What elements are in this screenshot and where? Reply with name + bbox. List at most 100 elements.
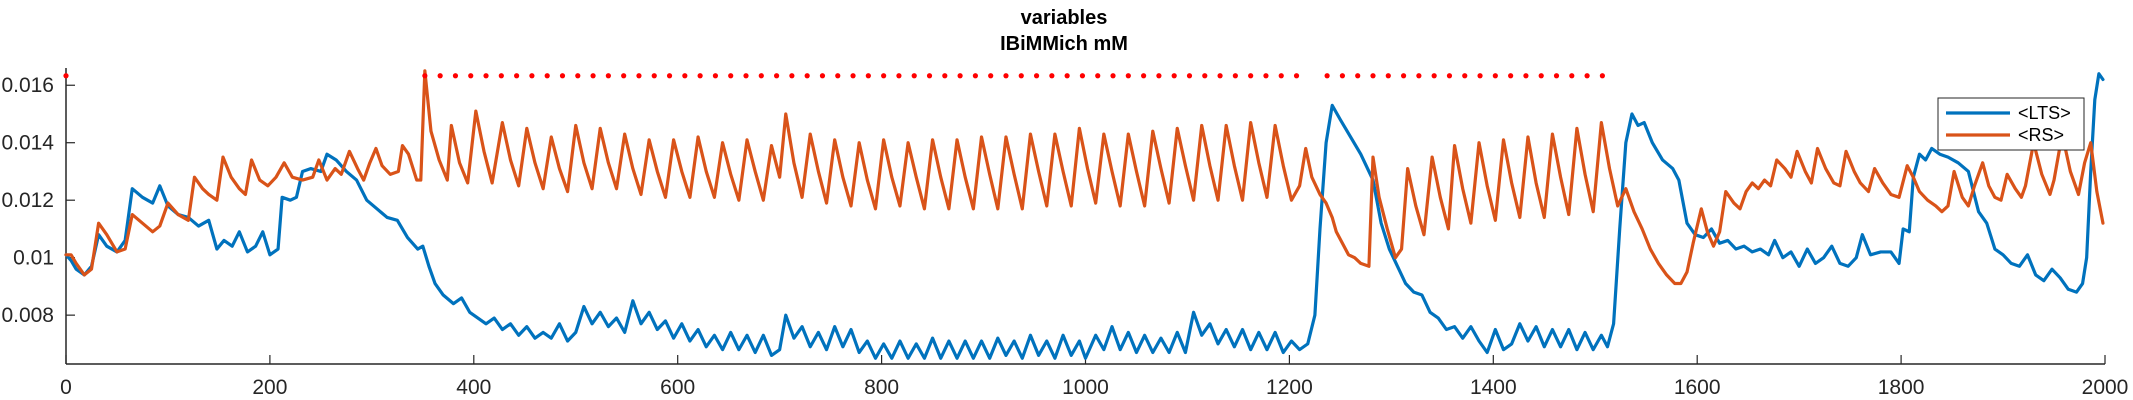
event-marker-dot	[1217, 73, 1223, 79]
event-marker-dot	[1462, 73, 1468, 79]
event-marker-dot	[1339, 73, 1346, 79]
event-marker-dot	[1186, 73, 1193, 79]
event-marker-dot	[498, 73, 504, 79]
event-marker-dot	[1095, 73, 1101, 79]
legend-box	[1937, 97, 2085, 151]
event-marker-dot	[666, 73, 673, 79]
event-marker-dot	[1538, 73, 1544, 79]
event-marker-dot	[1416, 73, 1422, 79]
event-marker-dot	[972, 73, 978, 79]
event-marker-dot	[1125, 73, 1131, 79]
event-marker-dot	[1049, 73, 1055, 79]
event-marker-dot	[835, 73, 841, 79]
event-marker-dot	[529, 73, 535, 79]
event-marker-dot	[1324, 73, 1330, 79]
event-marker-dot	[544, 73, 550, 79]
event-marker-dot	[865, 73, 871, 79]
event-marker-dot	[1248, 73, 1254, 79]
axes: 0 200 400 600 800 1000 1200 1400 1600 1800 2000 0.0…	[1, 68, 2128, 399]
event-marker-dot	[926, 73, 933, 79]
event-marker-dot	[1477, 73, 1483, 79]
event-marker-dot	[1584, 73, 1590, 79]
x-tick-label: 1600	[1674, 376, 1721, 399]
x-tick-label: 800	[864, 376, 899, 399]
event-marker-dot	[850, 73, 856, 79]
event-marker-dot	[452, 73, 459, 79]
event-marker-dot	[758, 73, 764, 79]
legend: <LTS><RS>	[1937, 97, 2085, 151]
event-marker-dot	[559, 73, 566, 79]
y-tick-label: 0.01	[13, 247, 54, 270]
series-line-rs	[64, 69, 2105, 286]
event-marker-dot	[682, 73, 688, 79]
x-tick-label: 1200	[1266, 376, 1313, 399]
y-tick-label: 0.014	[1, 132, 54, 155]
event-marker-dot	[483, 73, 489, 79]
x-tick-label: 1800	[1878, 376, 1925, 399]
event-marker-dot	[896, 73, 902, 79]
event-marker-dot	[1156, 73, 1162, 79]
event-marker-dot	[1355, 73, 1361, 79]
legend-label: <RS>	[2018, 125, 2064, 145]
event-marker-dot	[1492, 73, 1498, 79]
x-tick-label: 400	[456, 376, 491, 399]
x-tick-label: 1000	[1062, 376, 1109, 399]
x-tick-label: 600	[660, 376, 695, 399]
y-tick-label: 0.008	[1, 304, 54, 327]
event-marker-dot	[1202, 73, 1208, 79]
event-marker-dot	[1385, 73, 1391, 79]
event-marker-dot	[468, 73, 474, 79]
event-marker-dot	[575, 73, 581, 79]
event-marker-dot	[1446, 73, 1453, 79]
event-marker-dot	[773, 73, 780, 79]
event-marker-dot	[590, 73, 596, 79]
event-marker-dot	[1293, 73, 1300, 79]
event-marker-dot	[422, 73, 428, 79]
x-tick-label: 2000	[2082, 376, 2129, 399]
event-marker-dot	[1018, 73, 1024, 79]
event-marker-dot	[957, 73, 963, 79]
event-marker-dot	[1033, 73, 1040, 79]
event-marker-dot	[63, 73, 69, 79]
x-tick-label: 200	[252, 376, 287, 399]
event-marker-dot	[881, 73, 887, 79]
event-marker-dot	[1569, 73, 1575, 79]
event-marker-dot	[1400, 73, 1407, 79]
event-marker-dot	[1003, 73, 1009, 79]
event-marker-dot	[1263, 73, 1269, 79]
series-line-lts	[64, 72, 2105, 360]
event-marker-dot	[1064, 73, 1070, 79]
event-marker-dot	[1232, 73, 1238, 79]
event-marker-dot	[605, 73, 611, 79]
event-marker-dot	[819, 73, 826, 79]
event-marker-dot	[743, 73, 749, 79]
event-marker-dot	[1508, 73, 1514, 79]
event-marker-dot	[1141, 73, 1147, 79]
event-marker-dot	[621, 73, 627, 79]
event-marker-dot	[636, 73, 642, 79]
event-marker-dot	[1278, 73, 1284, 79]
event-marker-dot	[1553, 73, 1560, 79]
event-marker-dot	[1370, 73, 1376, 79]
event-marker-dot	[1523, 73, 1529, 79]
event-marker-dot	[1599, 73, 1605, 79]
y-tick-label: 0.016	[1, 74, 54, 97]
event-marker-dot	[651, 73, 657, 79]
legend-label: <LTS>	[2018, 103, 2071, 123]
chart-subtitle: IBiMMich mM	[1000, 33, 1128, 55]
event-marker-dot	[712, 73, 719, 79]
event-marker-dot	[1171, 73, 1177, 79]
event-marker-dot	[804, 73, 810, 79]
event-marker-dot	[697, 73, 703, 79]
event-marker-dot	[789, 73, 795, 79]
event-marker-dot	[1079, 73, 1086, 79]
event-marker-dot	[1431, 73, 1437, 79]
event-marker-dot	[514, 73, 520, 79]
x-tick-label: 1400	[1470, 376, 1517, 399]
event-marker-dot	[1110, 73, 1116, 79]
event-marker-dot	[437, 73, 443, 79]
event-marker-dot	[942, 73, 948, 79]
event-markers	[63, 73, 1605, 79]
